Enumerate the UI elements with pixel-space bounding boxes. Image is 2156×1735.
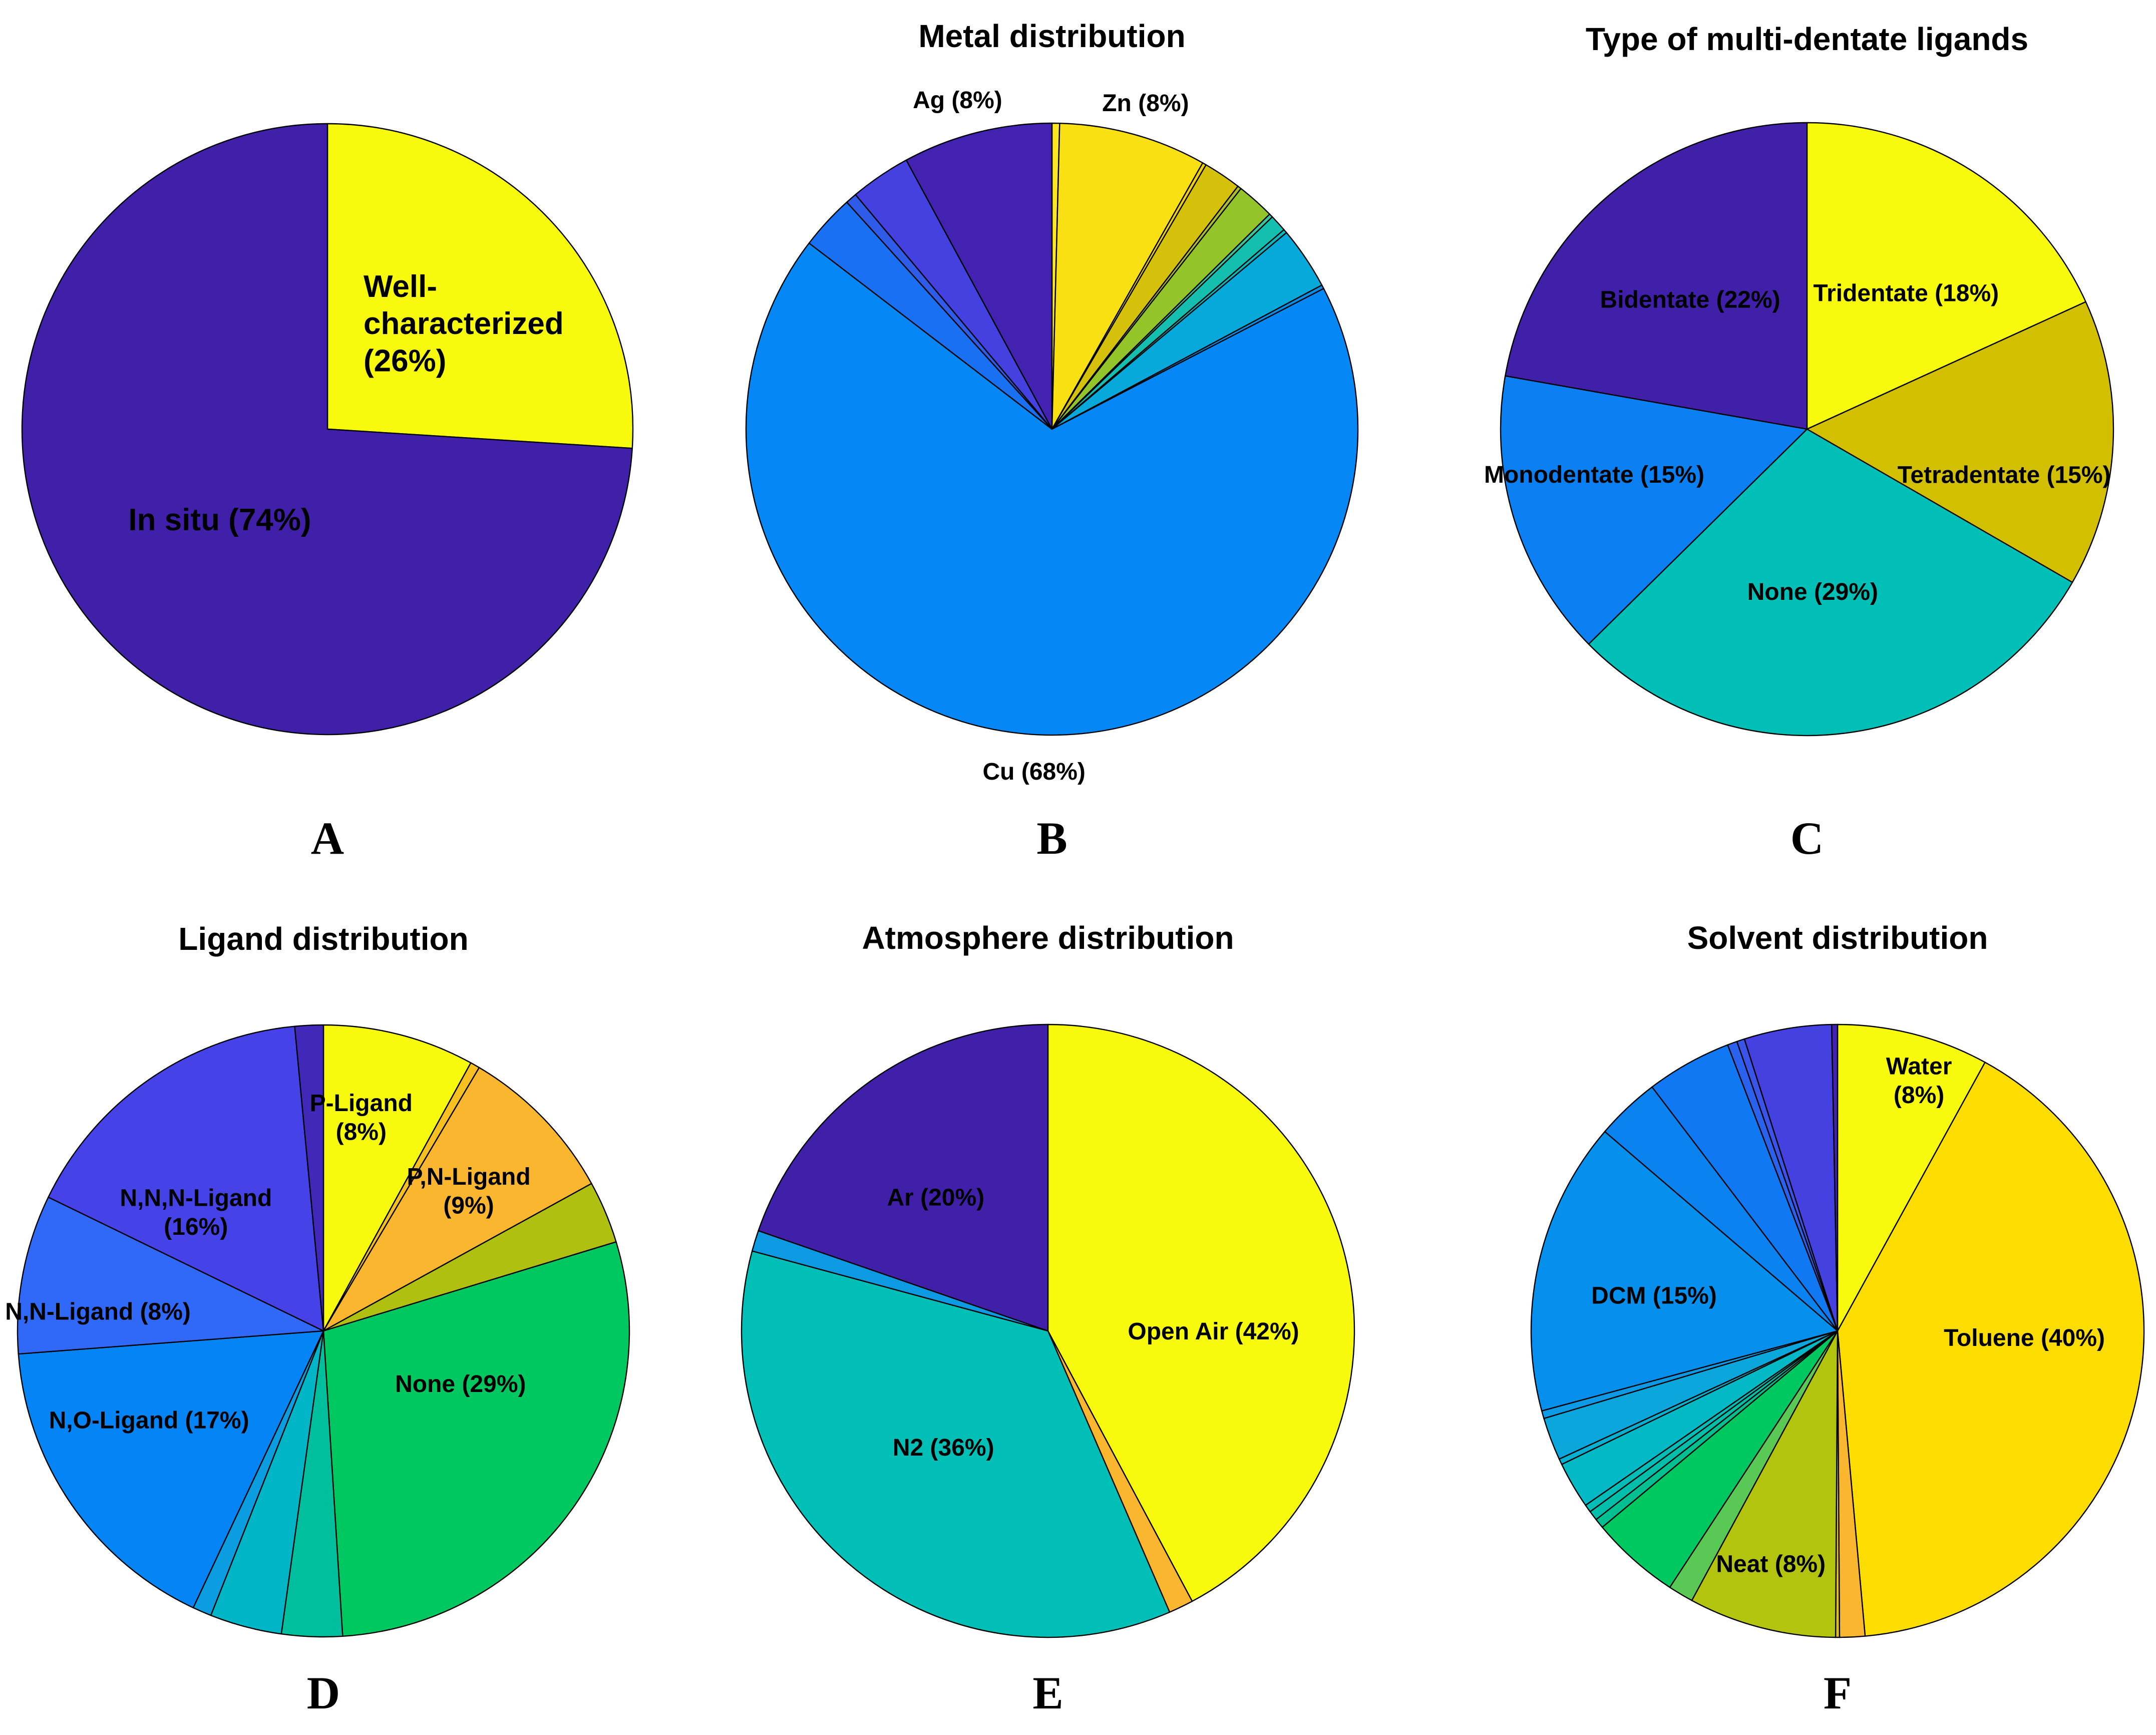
pie-slice (294, 1024, 324, 1332)
pie-slice (1837, 1062, 2145, 1637)
pie-slice (18, 1330, 324, 1609)
pie-panel-e: Open Air (42%) N2 (36%) Ar (20%) Atmosphere… (741, 920, 1355, 1718)
pie-slice (905, 122, 1053, 430)
slice-label: In situ (74%) (128, 503, 311, 537)
pie-slice (326, 123, 634, 449)
slice-label: Neat (8%) (1716, 1551, 1826, 1578)
slice-label: (8%) (1894, 1082, 1944, 1109)
pie-slice (1806, 301, 2114, 583)
pie-slice (17, 1196, 324, 1355)
slice-label: None (29%) (395, 1371, 526, 1398)
slice-label: N,O-Ligand (17%) (49, 1407, 249, 1434)
panel-letter: D (307, 1667, 340, 1718)
pie-slice (1530, 1131, 1839, 1412)
slice-label: N2 (36%) (893, 1435, 994, 1461)
pie-slice (745, 242, 1359, 736)
pie-slice (21, 123, 633, 736)
slice-label: Toluene (40%) (1944, 1325, 2105, 1351)
pie-panel-c: Tridentate (18%) Tetradentate (15%) None (… (1484, 21, 2114, 864)
chart-title: Ligand distribution (178, 921, 468, 957)
pie-panel-d: P-Ligand(8%) P,N-Ligand (9%) None (29%) N,O-… (5, 921, 630, 1718)
slice-label: Bidentate (22%) (1600, 287, 1780, 313)
slice-label: characterized (364, 306, 564, 341)
panel-letter: F (1824, 1667, 1852, 1718)
panel-letter: E (1032, 1667, 1063, 1718)
pie-slice (1806, 122, 2086, 430)
pie-slice (1500, 375, 1808, 645)
slice-label: Zn (8%) (1102, 90, 1189, 117)
slice-label: Water (1886, 1053, 1952, 1080)
slice-label: P,N-Ligand (407, 1164, 531, 1190)
pie-slice (1505, 122, 1808, 430)
slice-label: (9%) (443, 1193, 494, 1219)
pie-panel-b: Zn (8%) Cu (68%) Ag (8%) Metal distribution… (745, 18, 1359, 864)
pie-slice (322, 1241, 630, 1637)
slice-label: (8%) (336, 1119, 387, 1145)
slice-label: N,N,N-Ligand (120, 1185, 272, 1212)
pie-slice (1047, 1023, 1355, 1602)
pie-slice (1588, 428, 2073, 737)
pie-slice (758, 1023, 1049, 1332)
slice-label: Cu (68%) (983, 759, 1086, 785)
chart-title: Type of multi-dentate ligands (1586, 21, 2028, 57)
pie-slice (741, 1250, 1171, 1638)
panel-letter: C (1790, 813, 1824, 864)
slice-label: None (29%) (1747, 579, 1878, 605)
chart-title: Solvent distribution (1687, 920, 1988, 956)
slice-label: P-Ligand (310, 1090, 413, 1117)
panel-letter: B (1036, 813, 1067, 864)
pie-slice (1651, 1044, 1839, 1332)
slice-label: Ar (20%) (887, 1185, 984, 1211)
slice-label: DCM (15%) (1591, 1283, 1717, 1309)
pie-slice (1743, 1023, 1839, 1332)
chart-title: Metal distribution (918, 18, 1185, 54)
pie-slice (1691, 1330, 1839, 1638)
panel-letter: A (311, 813, 344, 864)
slice-label: Tridentate (18%) (1813, 280, 1999, 307)
pie-slice (1601, 1330, 1839, 1588)
slice-label: Tetradentate (15%) (1898, 462, 2111, 489)
pie-panel-f: Water(8%) Toluene (40%) Neat (8%) DCM (15%)… (1530, 920, 2145, 1718)
slice-label: N,N-Ligand (8%) (5, 1298, 191, 1325)
slice-label: Well- (364, 269, 437, 304)
slice-label: Ag (8%) (913, 87, 1002, 114)
pie-slice (1051, 122, 1204, 430)
pie-panel-a: Well-characterized(26%) In situ (74%) A (21, 123, 634, 864)
pie-slice (1837, 1023, 1986, 1332)
slice-label: Monodentate (15%) (1484, 462, 1704, 488)
pie-slice (322, 1067, 592, 1332)
chart-title: Atmosphere distribution (862, 920, 1234, 956)
pie-slice (322, 1024, 472, 1332)
slice-label: (26%) (364, 344, 446, 379)
slice-label: Open Air (42%) (1128, 1318, 1299, 1345)
pie-slice (48, 1025, 324, 1332)
pie-slice (1831, 1023, 1839, 1332)
slice-label: (16%) (164, 1214, 228, 1240)
